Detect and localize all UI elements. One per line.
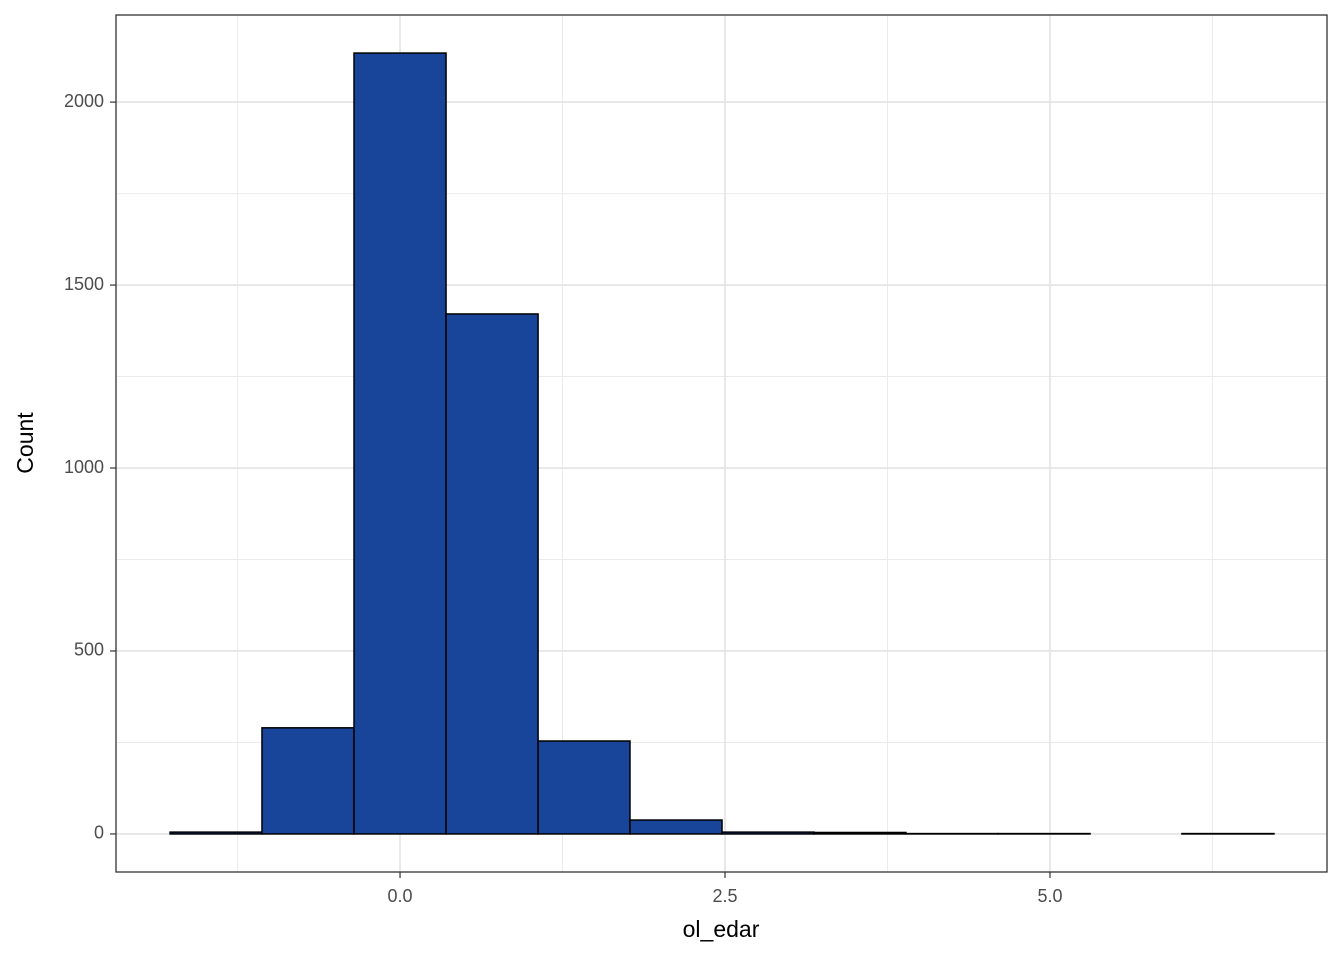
x-tick-label: 5.0 [1037, 886, 1062, 906]
y-tick-label: 500 [74, 640, 104, 660]
bar [721, 831, 815, 835]
y-tick-label: 0 [94, 823, 104, 843]
bar [813, 831, 907, 835]
bar [169, 831, 263, 835]
bar [353, 52, 447, 835]
bar [261, 727, 355, 835]
bar [629, 819, 723, 835]
bar [445, 313, 539, 835]
x-tick-label: 2.5 [712, 886, 737, 906]
panel-border [115, 14, 1328, 873]
y-tick-label: 1000 [64, 457, 104, 477]
y-axis-title: Count [12, 412, 38, 474]
y-tick-label: 1500 [64, 274, 104, 294]
x-tick-label: 0.0 [388, 886, 413, 906]
y-tick-label: 2000 [64, 91, 104, 111]
x-axis-title: ol_edar [683, 916, 760, 942]
bar [537, 740, 631, 835]
